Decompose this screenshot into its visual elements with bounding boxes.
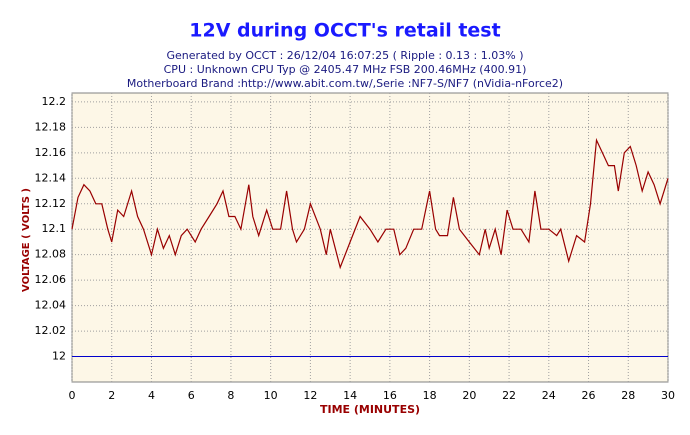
voltage-line [71, 137, 669, 270]
x-axis-label: TIME (MINUTES) [320, 403, 420, 416]
x-tick-label: 16 [383, 389, 397, 402]
y-tick-label: 12.1 [42, 222, 67, 235]
x-tick-label: 12 [303, 389, 317, 402]
x-tick-label: 10 [264, 389, 278, 402]
x-tick-label: 6 [188, 389, 195, 402]
y-tick-label: 12.02 [35, 324, 67, 337]
y-tick-label: 12.06 [35, 273, 67, 286]
y-tick-label: 12.2 [42, 95, 67, 108]
chart-title: 12V during OCCT's retail test [189, 20, 500, 42]
y-axis-label: VOLTAGE ( VOLTS ) [21, 188, 32, 292]
y-tick-label: 12.12 [35, 197, 67, 210]
subtitle: Motherboard Brand :http://www.abit.com.t… [127, 77, 563, 90]
x-tick-label: 18 [423, 389, 437, 402]
plot-area [71, 92, 669, 383]
x-tick-label: 2 [108, 389, 115, 402]
x-tick-label: 24 [542, 389, 556, 402]
x-tick-label: 30 [661, 389, 675, 402]
x-tick-label: 0 [69, 389, 76, 402]
y-tick-label: 12.18 [35, 120, 67, 133]
x-tick-label: 26 [582, 389, 596, 402]
x-tick-label: 8 [227, 389, 234, 402]
x-tick-label: 22 [502, 389, 516, 402]
x-tick-label: 20 [462, 389, 476, 402]
y-tick-label: 12.16 [35, 146, 67, 159]
subtitle: Generated by OCCT : 26/12/04 16:07:25 ( … [167, 49, 524, 62]
y-tick-label: 12 [52, 350, 66, 363]
y-tick-label: 12.14 [35, 171, 67, 184]
x-tick-label: 28 [621, 389, 635, 402]
y-tick-label: 12.08 [35, 248, 67, 261]
subtitle: CPU : Unknown CPU Typ @ 2405.47 MHz FSB … [164, 63, 527, 76]
x-tick-label: 4 [148, 389, 155, 402]
x-tick-label: 14 [343, 389, 357, 402]
y-tick-label: 12.04 [35, 299, 67, 312]
